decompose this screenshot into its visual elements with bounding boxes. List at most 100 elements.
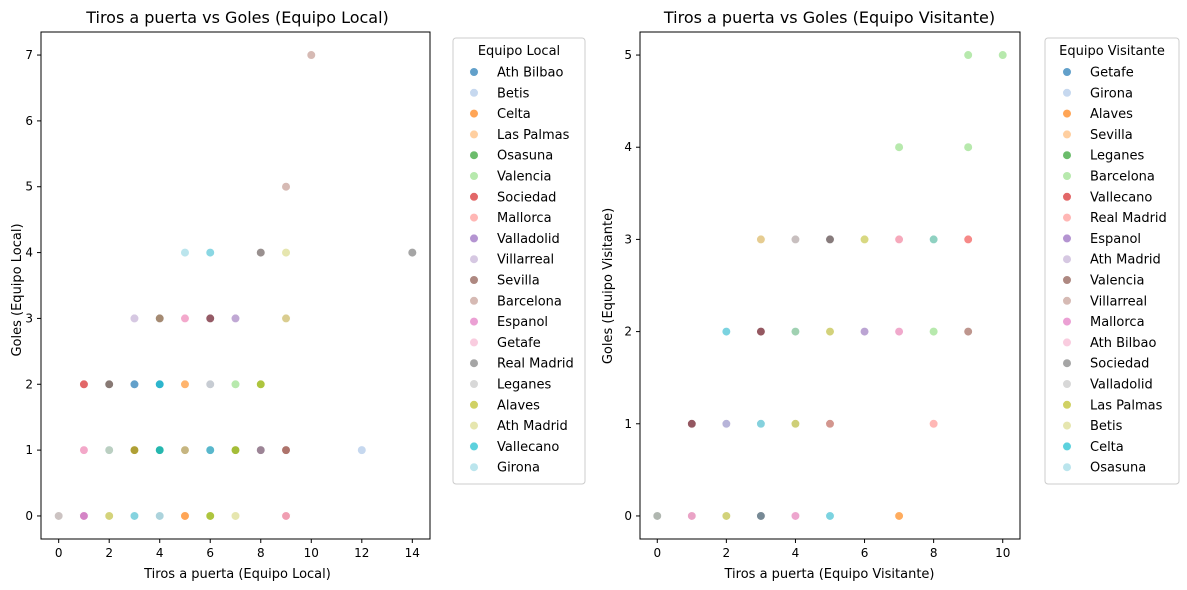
- legend-label: Sociedad: [497, 190, 556, 205]
- y-tick-label: 6: [25, 114, 33, 128]
- plot-frame: [40, 31, 431, 540]
- legend-label: Valencia: [497, 170, 551, 185]
- legend-label: Barcelona: [497, 294, 562, 309]
- point-ath-madrid: [281, 313, 291, 324]
- legend-label: Villarreal: [497, 253, 554, 268]
- legend-label: Barcelona: [1090, 170, 1155, 185]
- x-tick-label: 12: [354, 546, 369, 560]
- legend-title: Equipo Local: [478, 44, 560, 59]
- point-leganes: [54, 511, 64, 521]
- legend-label: Leganes: [1090, 149, 1144, 164]
- point-betis: [825, 326, 835, 337]
- legend-marker: [469, 213, 479, 223]
- point-valencia: [687, 419, 697, 429]
- point-ath-bilbao: [894, 326, 904, 337]
- point-alaves: [205, 511, 215, 521]
- point-ath-madrid: [721, 419, 731, 429]
- x-tick-label: 10: [995, 546, 1010, 560]
- legend-marker: [1062, 379, 1072, 389]
- legend-marker: [1062, 296, 1072, 306]
- legend-label: Getafe: [497, 336, 541, 351]
- legend-marker: [469, 441, 479, 452]
- legend-marker: [469, 317, 479, 327]
- point-betis: [859, 234, 870, 245]
- y-tick-label: 0: [25, 509, 33, 523]
- legend-label: Alaves: [1090, 107, 1133, 122]
- point-espanol: [79, 511, 89, 521]
- point-girona: [180, 247, 190, 258]
- legend-marker: [1062, 129, 1072, 139]
- x-tick-label: 8: [257, 546, 265, 560]
- legend-label: Ath Madrid: [497, 419, 568, 434]
- x-axis-label: Tiros a puerta (Equipo Local): [143, 567, 331, 582]
- away-team-chart: Tiros a puerta vs Goles (Equipo Visitant…: [601, 8, 1180, 582]
- y-tick-label: 5: [25, 180, 33, 194]
- point-alaves: [230, 445, 241, 455]
- x-tick-label: 6: [206, 546, 214, 560]
- legend-marker: [469, 192, 479, 202]
- point-valladolid: [790, 234, 801, 245]
- legend-marker: [469, 421, 479, 431]
- y-tick-label: 3: [25, 311, 33, 325]
- point-getafe: [180, 313, 190, 324]
- legend-marker: [1062, 400, 1072, 410]
- legend-label: Espanol: [1090, 232, 1141, 247]
- point-barcelona: [894, 142, 904, 152]
- legend: Equipo Local Ath Bilbao Betis Celta Las Pal…: [452, 37, 586, 485]
- legend-marker: [469, 67, 479, 77]
- point-ath-madrid: [180, 445, 190, 455]
- legend-label: Valladolid: [1090, 378, 1153, 393]
- point-girona: [129, 511, 140, 521]
- x-ticks: 0 2 4 6 8 10: [653, 539, 1010, 560]
- point-vallecano: [155, 445, 165, 455]
- y-tick-label: 1: [624, 417, 632, 431]
- legend-label: Osasuna: [497, 149, 553, 164]
- legend-label: Espanol: [497, 315, 548, 330]
- point-real-madrid: [929, 419, 939, 429]
- point-villarreal: [230, 313, 241, 324]
- legend-frame: [1044, 37, 1180, 485]
- legend-label: Leganes: [497, 378, 551, 393]
- legend-marker: [1062, 317, 1072, 327]
- legend-label: Sociedad: [1090, 357, 1149, 372]
- legend-marker: [469, 400, 479, 410]
- point-real-madrid: [155, 313, 165, 324]
- point-ath-madrid: [859, 326, 870, 337]
- point-real-madrid: [256, 247, 266, 258]
- y-tick-label: 2: [25, 377, 33, 391]
- legend-marker: [1062, 171, 1072, 181]
- point-leganes: [205, 379, 215, 389]
- legend-label: Ath Madrid: [1090, 253, 1161, 268]
- legend-label: Celta: [497, 107, 531, 122]
- legend-marker: [1062, 337, 1072, 348]
- point-barcelona: [998, 50, 1008, 60]
- legend-label: Mallorca: [497, 211, 552, 226]
- legend-marker: [469, 254, 479, 264]
- point-valencia: [230, 379, 241, 389]
- y-axis-label: Goles (Equipo Visitante): [601, 208, 616, 364]
- point-osasuna: [721, 326, 731, 337]
- point-barcelona: [306, 50, 316, 60]
- point-osasuna: [790, 326, 801, 337]
- legend-marker: [1062, 192, 1072, 202]
- legend-label: Ath Bilbao: [1090, 336, 1156, 351]
- legend-title: Equipo Visitante: [1059, 44, 1165, 59]
- point-sociedad: [825, 234, 835, 245]
- legend-marker: [1062, 67, 1072, 77]
- point-valencia: [756, 326, 766, 337]
- legend-label: Las Palmas: [1090, 398, 1163, 413]
- legend-frame: [452, 37, 586, 485]
- point-villarreal: [963, 326, 973, 337]
- legend-marker: [1062, 358, 1072, 368]
- scatter-points: [54, 50, 417, 521]
- legend-marker: [469, 358, 479, 368]
- legend-label: Real Madrid: [497, 357, 574, 372]
- legend-marker: [469, 129, 479, 139]
- y-tick-label: 4: [624, 140, 632, 154]
- legend-label: Vallecano: [497, 440, 559, 455]
- point-sociedad: [79, 379, 89, 389]
- chart-title: Tiros a puerta vs Goles (Equipo Visitant…: [663, 8, 995, 27]
- legend-label: Las Palmas: [497, 128, 570, 143]
